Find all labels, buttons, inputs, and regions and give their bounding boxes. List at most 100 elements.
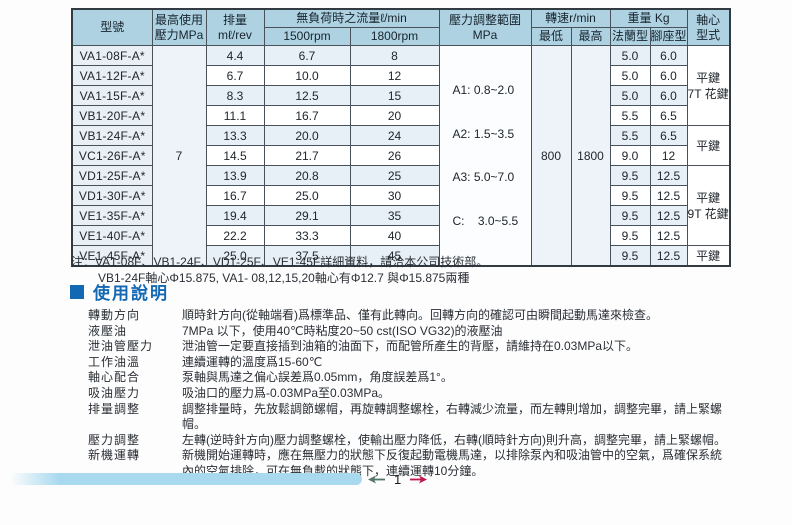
weight-foot-value-cell: 12.5 (649, 245, 688, 267)
model-cell: VE1-45F-A* (71, 245, 153, 267)
flow-1500-value-cell: 12.5 (263, 85, 351, 106)
next-page-icon (410, 475, 428, 483)
table-row: VD1-30F-A* 16.7 25.0 30 9.5 12.5 (71, 185, 730, 206)
weight-foot-value-cell: 6.0 (649, 45, 688, 66)
note-line-2: VB1-24F軸心Φ15.875, VA1- 08,12,15,20軸心有Φ12… (98, 271, 470, 285)
col-header-1500rpm: 1500rpm (263, 27, 351, 46)
displacement-value-cell: 19.4 (205, 205, 265, 226)
pressure-range-line: A3: 5.0~7.0 (452, 170, 515, 185)
usage-section-header: 使用說明 (70, 279, 169, 304)
weight-flange-value-cell: 5.5 (609, 105, 651, 126)
weight-foot-value-cell: 12 (649, 145, 688, 166)
col-header-model: 型號 (71, 8, 153, 46)
model-cell: VE1-40F-A* (71, 225, 153, 246)
col-header-weight-foot: 腳座型 (649, 27, 688, 46)
shaft-type-cell: 平鍵 9T 花鍵 (686, 165, 731, 246)
table-row: VE1-45F-A* 25.0 37.5 45 9.5 12.5 平鍵 (71, 245, 731, 267)
model-cell: VA1-08F-A* (71, 45, 153, 66)
shaft-header-line1: 軸心 (696, 12, 721, 27)
flow-1500-value-cell: 6.7 (263, 45, 351, 66)
pressure-range-value-cell: A1: 0.8~2.0 A2: 1.5~3.5 A3: 5.0~7.0 C: 3.0~… (438, 45, 532, 267)
footer-decorative-bar (10, 473, 362, 485)
pressure-range-line: C: 3.0~5.5 (452, 214, 519, 229)
instruction-label: 液壓油 (88, 323, 128, 338)
weight-foot-value-cell: 12.5 (649, 225, 688, 246)
weight-flange-value-cell: 9.5 (609, 225, 651, 246)
table-row: VE1-40F-A* 22.2 33.3 40 9.5 12.5 (71, 225, 730, 246)
flow-1800-value-cell: 35 (349, 205, 440, 226)
col-header-speed-group: 轉速r/min (530, 8, 611, 28)
col-header-displacement: 排量 mℓ/rev (205, 8, 265, 46)
flow-1500-value-cell: 33.3 (263, 225, 351, 246)
model-cell: VD1-25F-A* (71, 165, 153, 186)
instruction-text: 吸油口的壓力爲-0.03MPa至0.03MPa。 (182, 385, 391, 400)
weight-foot-value-cell: 6.0 (649, 65, 688, 86)
instruction-label: 吸油壓力 (88, 385, 141, 400)
weight-foot-value-cell: 6.5 (649, 125, 688, 146)
model-cell: VB1-24F-A* (71, 125, 153, 146)
model-cell: VA1-12F-A* (71, 65, 153, 86)
shaft-type-line: 平鍵 (696, 190, 721, 205)
displacement-value-cell: 8.3 (205, 85, 265, 106)
instruction-label: 泄油管壓力 (88, 339, 154, 354)
col-header-shaft: 軸心 型式 (686, 8, 731, 46)
col-header-weight-group: 重量 Kg (609, 8, 688, 28)
speed-max-value-cell: 1800 (570, 45, 611, 267)
pressure-range-line: A1: 0.8~2.0 (452, 82, 515, 97)
weight-foot-value-cell: 12.5 (649, 185, 688, 206)
flow-1800-value-cell: 26 (349, 145, 440, 166)
instruction-text: 連續運轉的溫度爲15-60℃ (182, 354, 323, 369)
table-row: VB1-20F-A* 11.1 16.7 20 5.5 6.5 (71, 105, 730, 126)
displacement-value-cell: 13.9 (205, 165, 265, 186)
instruction-text: 順時針方向(從軸端看)爲標準品、僅有此轉向。回轉方向的確認可由瞬間起動馬達來檢查… (182, 308, 658, 322)
displacement-value-cell: 13.3 (205, 125, 265, 146)
displacement-value-cell: 22.2 (205, 225, 265, 246)
flow-1800-value-cell: 15 (349, 85, 440, 106)
displacement-value-cell: 25.0 (205, 245, 265, 267)
weight-flange-value-cell: 5.0 (609, 85, 651, 106)
flow-1500-value-cell: 20.0 (263, 125, 351, 146)
flow-1800-value-cell: 20 (349, 105, 440, 126)
flow-1500-value-cell: 25.0 (263, 185, 351, 206)
displacement-value-cell: 6.7 (205, 65, 265, 86)
shaft-type-line: 平鍵 (696, 138, 721, 153)
weight-foot-value-cell: 6.0 (649, 85, 688, 106)
instruction-label: 工作油溫 (88, 354, 141, 369)
weight-flange-value-cell: 9.5 (609, 205, 651, 226)
displacement-line2: mℓ/rev (218, 27, 252, 42)
weight-flange-value-cell: 5.0 (609, 45, 651, 66)
instruction-label: 排量調整 (88, 401, 141, 416)
flow-1800-value-cell: 25 (349, 165, 440, 186)
col-header-pressure-range: 壓力調整範圍 MPa (438, 8, 532, 46)
shaft-type-line: 平鍵 (696, 248, 721, 263)
model-cell: VB1-20F-A* (71, 105, 153, 126)
flow-1800-value-cell: 40 (349, 225, 440, 246)
instruction-text: 泵軸與馬達之偏心誤差爲0.05mm，角度誤差爲1°。 (182, 370, 453, 385)
instruction-label: 轉動方向 (88, 308, 141, 322)
model-cell: VA1-15F-A* (71, 85, 153, 106)
instruction-text: 調整排量時，先放鬆調節螺帽，再旋轉調整螺栓，右轉減少流量，而左轉則增加，調整完畢… (182, 401, 723, 432)
instruction-text: 左轉(逆時針方向)壓力調整螺栓，使輸出壓力降低，右轉(順時針方向)則升高，調整完… (182, 432, 726, 447)
flow-1500-value-cell: 37.5 (263, 245, 351, 267)
shaft-header-line2: 型式 (696, 27, 721, 42)
flow-1800-value-cell: 12 (349, 65, 440, 86)
col-header-speed-max: 最高 (570, 27, 611, 46)
flow-1500-value-cell: 29.1 (263, 205, 351, 226)
page-navigation: 1 (368, 471, 428, 487)
pressure-range-line1: 壓力調整範圍 (448, 12, 521, 27)
weight-flange-value-cell: 9.0 (609, 145, 651, 166)
weight-flange-value-cell: 5.0 (609, 65, 651, 86)
flow-1800-value-cell: 30 (349, 185, 440, 206)
displacement-line1: 排量 (222, 12, 247, 27)
max-pressure-line1: 最高使用 (154, 12, 203, 27)
flow-1500-value-cell: 20.8 (263, 165, 351, 186)
shaft-type-cell: 平鍵 7T 花鍵 (686, 45, 731, 126)
spec-table: 型號 最高使用 壓力MPa 排量 mℓ/rev 無負荷時之流量ℓ/min 壓力調… (71, 8, 731, 267)
model-cell: VD1-30F-A* (71, 185, 153, 206)
displacement-value-cell: 11.1 (205, 105, 265, 126)
flow-1500-value-cell: 21.7 (263, 145, 351, 166)
weight-foot-value-cell: 12.5 (649, 205, 688, 226)
displacement-value-cell: 4.4 (205, 45, 265, 66)
shaft-type-cell: 平鍵 (686, 245, 731, 267)
